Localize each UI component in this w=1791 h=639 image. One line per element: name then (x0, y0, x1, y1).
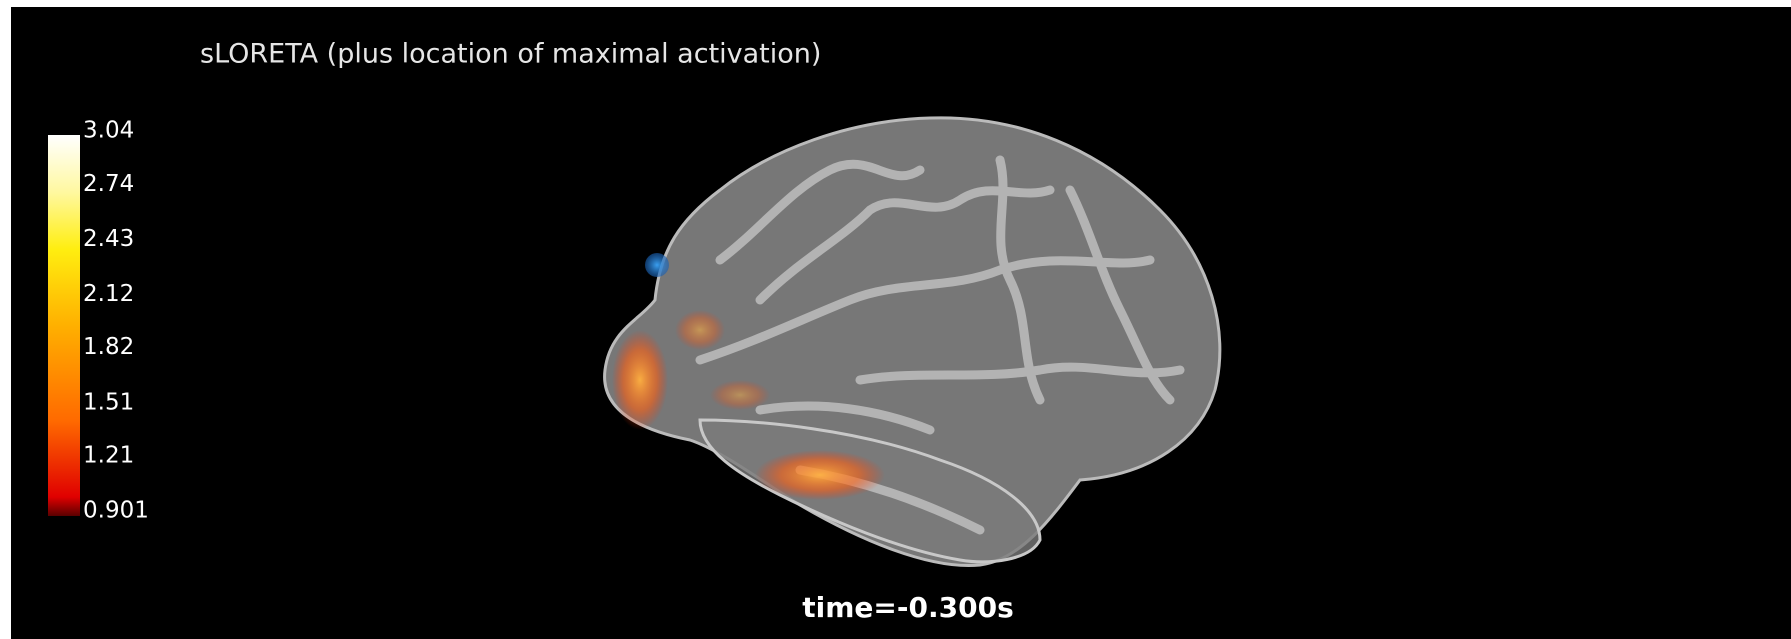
colorbar-tick-label: 3.04 (83, 118, 134, 144)
colorbar-tick-label: 1.82 (83, 334, 134, 360)
activation (612, 330, 668, 430)
colorbar-tick-label: 1.21 (83, 443, 134, 469)
screenshot: sLORETA (plus location of maximal activa… (0, 0, 1791, 639)
time-label: time=-0.300s (802, 591, 1013, 624)
max-activation-marker (645, 253, 669, 277)
colorbar-tick-label: 2.12 (83, 281, 134, 307)
colorbar-tick-label: 2.74 (83, 171, 134, 197)
activation (710, 380, 770, 410)
colorbar-tick-label: 1.51 (83, 389, 134, 415)
colorbar-tick-label: 2.43 (83, 226, 134, 252)
title: sLORETA (plus location of maximal activa… (200, 39, 821, 70)
page: sLORETA (plus location of maximal activa… (0, 0, 1791, 639)
colorbar (48, 135, 80, 516)
activation (675, 310, 725, 350)
colorbar-tick-label: 0.901 (83, 498, 149, 524)
activation (755, 450, 885, 500)
